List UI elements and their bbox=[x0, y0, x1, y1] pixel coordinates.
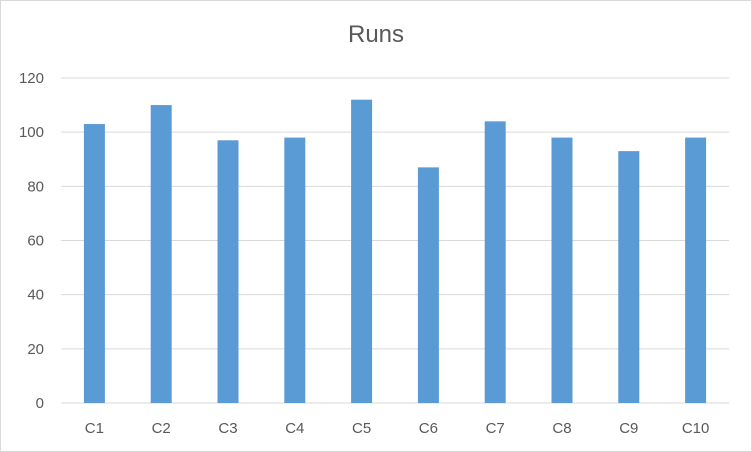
x-tick-label: C8 bbox=[552, 420, 571, 437]
y-tick-label: 20 bbox=[27, 341, 44, 358]
bar-c3 bbox=[217, 140, 239, 403]
x-tick-label: C1 bbox=[85, 420, 104, 437]
x-tick-label: C4 bbox=[285, 420, 304, 437]
bar-c6 bbox=[417, 167, 439, 403]
y-tick-label: 60 bbox=[27, 233, 44, 250]
bars bbox=[83, 99, 707, 404]
bar-c2 bbox=[150, 105, 172, 403]
y-tick-label: 0 bbox=[36, 395, 44, 412]
x-tick-label: C7 bbox=[486, 420, 505, 437]
bar-c8 bbox=[551, 137, 573, 404]
x-axis-ticks: C1 C2 C3 C4 C5 C6 C7 C8 C9 C10 bbox=[85, 420, 710, 437]
bar-c1 bbox=[83, 124, 105, 404]
y-tick-label: 100 bbox=[19, 124, 44, 141]
bar-c7 bbox=[484, 121, 506, 403]
y-axis-ticks: 0 20 40 60 80 100 120 bbox=[19, 70, 44, 412]
x-tick-label: C9 bbox=[619, 420, 638, 437]
bar-c10 bbox=[685, 137, 707, 404]
chart-title: Runs bbox=[347, 21, 405, 48]
gridlines bbox=[61, 77, 729, 404]
x-tick-label: C10 bbox=[682, 420, 710, 437]
x-tick-label: C2 bbox=[152, 420, 171, 437]
y-tick-label: 40 bbox=[27, 287, 44, 304]
y-tick-label: 120 bbox=[19, 70, 44, 87]
x-tick-label: C3 bbox=[218, 420, 237, 437]
x-tick-label: C6 bbox=[419, 420, 438, 437]
bar-c4 bbox=[284, 137, 306, 404]
bar-c5 bbox=[351, 99, 373, 404]
y-tick-label: 80 bbox=[27, 178, 44, 195]
bar-c9 bbox=[618, 151, 640, 403]
x-tick-label: C5 bbox=[352, 420, 371, 437]
